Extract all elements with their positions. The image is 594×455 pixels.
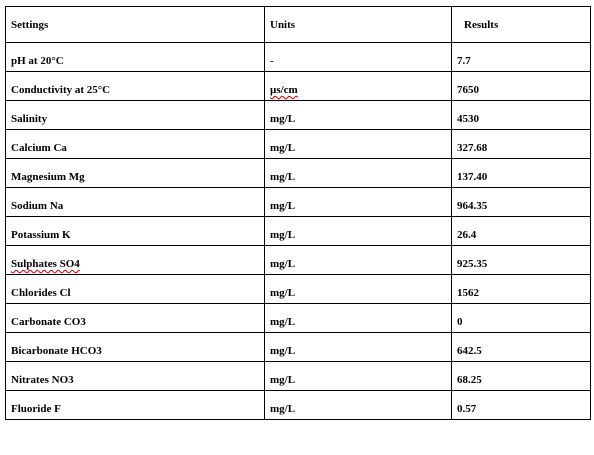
header-row: Settings Units Results bbox=[5, 6, 591, 43]
header-units: Units bbox=[264, 6, 452, 43]
unit-cell: mg/L bbox=[264, 158, 452, 188]
table-row: Nitrates NO3 mg/L 68.25 bbox=[5, 361, 591, 391]
table-row: Sulphates SO4 mg/L 925.35 bbox=[5, 245, 591, 275]
setting-cell: Conductivity at 25°C bbox=[5, 71, 265, 101]
unit-cell: - bbox=[264, 42, 452, 72]
result-cell: 964.35 bbox=[451, 187, 591, 217]
unit-text: µs/cm bbox=[270, 84, 298, 96]
result-cell: 0.57 bbox=[451, 390, 591, 420]
result-cell: 7.7 bbox=[451, 42, 591, 72]
table-row: Magnesium Mg mg/L 137.40 bbox=[5, 158, 591, 188]
header-settings: Settings bbox=[5, 6, 265, 43]
unit-cell: mg/L bbox=[264, 274, 452, 304]
unit-cell: µs/cm bbox=[264, 71, 452, 101]
setting-cell: Magnesium Mg bbox=[5, 158, 265, 188]
result-cell: 137.40 bbox=[451, 158, 591, 188]
result-cell: 642.5 bbox=[451, 332, 591, 362]
table-row: Carbonate CO3 mg/L 0 bbox=[5, 303, 591, 333]
result-cell: 0 bbox=[451, 303, 591, 333]
setting-cell: Sodium Na bbox=[5, 187, 265, 217]
table-row: pH at 20°C - 7.7 bbox=[5, 42, 591, 72]
setting-cell: Chlorides Cl bbox=[5, 274, 265, 304]
table-row: Sodium Na mg/L 964.35 bbox=[5, 187, 591, 217]
result-cell: 7650 bbox=[451, 71, 591, 101]
setting-cell: Fluoride F bbox=[5, 390, 265, 420]
unit-cell: mg/L bbox=[264, 332, 452, 362]
unit-cell: mg/L bbox=[264, 303, 452, 333]
table-row: Salinity mg/L 4530 bbox=[5, 100, 591, 130]
result-cell: 4530 bbox=[451, 100, 591, 130]
unit-cell: mg/L bbox=[264, 216, 452, 246]
header-results: Results bbox=[451, 6, 591, 43]
table-row: Conductivity at 25°C µs/cm 7650 bbox=[5, 71, 591, 101]
setting-cell: Potassium K bbox=[5, 216, 265, 246]
setting-cell: Salinity bbox=[5, 100, 265, 130]
unit-cell: mg/L bbox=[264, 100, 452, 130]
setting-text: Sulphates SO4 bbox=[11, 258, 80, 270]
table-row: Chlorides Cl mg/L 1562 bbox=[5, 274, 591, 304]
result-cell: 925.35 bbox=[451, 245, 591, 275]
unit-cell: mg/L bbox=[264, 361, 452, 391]
unit-cell: mg/L bbox=[264, 129, 452, 159]
setting-cell: Sulphates SO4 bbox=[5, 245, 265, 275]
result-cell: 26.4 bbox=[451, 216, 591, 246]
unit-cell: mg/L bbox=[264, 390, 452, 420]
setting-cell: Calcium Ca bbox=[5, 129, 265, 159]
water-analysis-table: Settings Units Results pH at 20°C - 7.7 … bbox=[5, 6, 591, 420]
table-row: Fluoride F mg/L 0.57 bbox=[5, 390, 591, 420]
result-cell: 327.68 bbox=[451, 129, 591, 159]
unit-cell: mg/L bbox=[264, 245, 452, 275]
table-row: Potassium K mg/L 26.4 bbox=[5, 216, 591, 246]
table-row: Bicarbonate HCO3 mg/L 642.5 bbox=[5, 332, 591, 362]
setting-cell: pH at 20°C bbox=[5, 42, 265, 72]
setting-cell: Bicarbonate HCO3 bbox=[5, 332, 265, 362]
setting-cell: Carbonate CO3 bbox=[5, 303, 265, 333]
table-row: Calcium Ca mg/L 327.68 bbox=[5, 129, 591, 159]
result-cell: 1562 bbox=[451, 274, 591, 304]
top-strip bbox=[0, 0, 594, 3]
unit-cell: mg/L bbox=[264, 187, 452, 217]
result-cell: 68.25 bbox=[451, 361, 591, 391]
setting-cell: Nitrates NO3 bbox=[5, 361, 265, 391]
